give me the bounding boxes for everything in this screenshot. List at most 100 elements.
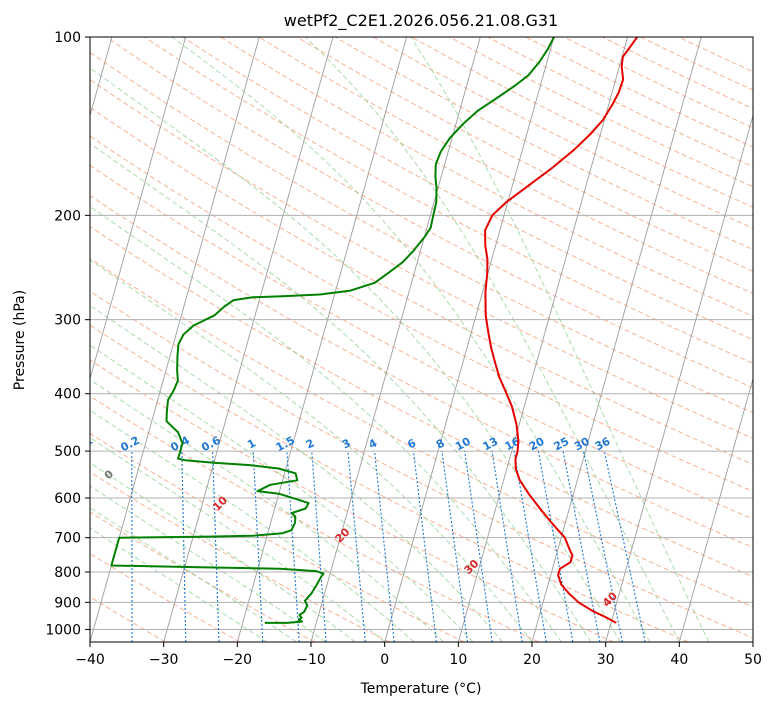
isotherm (605, 113, 753, 642)
moist-adiabat (410, 37, 710, 642)
moist-adiabat (171, 37, 651, 642)
dry-adiabat-label: -10 (0, 433, 14, 456)
dewpoint-line (110, 37, 555, 624)
moist-adiabat (90, 527, 268, 642)
dry-adiabat (334, 37, 753, 251)
sounding-traces (110, 37, 639, 624)
moist-adiabat (90, 67, 621, 642)
x-tick-label: 40 (670, 652, 688, 668)
moist-adiabat (90, 409, 415, 642)
dry-adiabat (90, 432, 465, 642)
isotherm (310, 37, 481, 642)
dry-adiabat-label: 20 (333, 525, 353, 545)
mixing-ratio-label: 30 (572, 435, 592, 454)
dry-adiabat (525, 37, 753, 148)
moist-adiabat (90, 437, 386, 642)
mixing-ratio-label: 13 (481, 435, 501, 454)
mixing-ratio-line (583, 450, 623, 642)
mixing-ratio-label: 36 (593, 435, 613, 454)
dry-adiabat (296, 37, 753, 272)
dry-adiabat (411, 37, 753, 208)
y-tick-label: 600 (54, 491, 81, 507)
moist-adiabat (90, 305, 503, 642)
dry-adiabat (90, 471, 390, 642)
mixing-ratio-line (82, 451, 85, 642)
mixing-ratio-label: 4 (366, 436, 379, 451)
isotherm (531, 37, 702, 642)
mixing-ratio-line (537, 451, 574, 642)
isotherm (384, 37, 555, 642)
moist-adiabat (90, 259, 533, 642)
dry-adiabat (640, 37, 753, 91)
mixing-ratio-line (562, 450, 601, 642)
y-tick-label: 200 (54, 208, 81, 224)
mixing-ratio-line (491, 451, 523, 642)
dry-adiabat (601, 37, 753, 110)
mixing-ratio-label: 1 (245, 436, 258, 451)
isotherm (678, 377, 753, 642)
y-tick-label: 100 (54, 30, 81, 46)
mixing-ratio-label: 6 (405, 436, 418, 451)
moist-adiabat (90, 462, 356, 642)
x-tick-label: 50 (744, 652, 762, 668)
dry-adiabat (449, 37, 753, 188)
isotherm (752, 640, 753, 642)
x-tick-label: −30 (149, 652, 179, 668)
y-tick-label: 900 (54, 595, 81, 611)
dry-adiabat (678, 37, 753, 73)
dry-adiabat (90, 395, 540, 642)
mixing-ratio-line (441, 451, 469, 642)
dry-adiabat (220, 37, 753, 317)
dry-adiabat (90, 511, 315, 642)
moist-adiabat (304, 37, 680, 642)
mixing-ratio-label: 2 (304, 436, 317, 451)
moist-adiabat (90, 205, 562, 642)
dry-adiabat (90, 225, 753, 578)
isotherm (163, 37, 334, 642)
plot-frame (89, 36, 754, 643)
dry-adiabat (258, 37, 753, 295)
y-axis-title: Pressure (hPa) (12, 290, 28, 390)
dry-adiabat-label: 10 (210, 494, 230, 514)
isotherm (236, 37, 408, 642)
x-axis: −40 −30 −20 −10 0 10 20 30 40 50 (75, 642, 762, 668)
mixing-ratio-label: 20 (527, 435, 547, 454)
mixing-ratio-line (464, 451, 493, 642)
dry-adiabat (90, 324, 689, 642)
x-tick-label: −20 (223, 652, 253, 668)
dry-adiabat (90, 106, 753, 466)
background-lines (82, 37, 753, 642)
moist-adiabat (90, 379, 444, 642)
dry-adiabat (144, 37, 753, 364)
isotherm (90, 37, 187, 381)
dry-adiabat (90, 164, 753, 520)
x-tick-label: 20 (523, 652, 541, 668)
dry-adiabat-label: 0 (102, 467, 117, 482)
mixing-ratio-line (603, 450, 646, 642)
moist-adiabat (90, 485, 326, 642)
y-tick-label: 300 (54, 313, 81, 329)
mixing-ratio-label: 3 (340, 436, 353, 451)
moist-adiabat (90, 507, 297, 642)
x-tick-label: −40 (75, 652, 105, 668)
dry-adiabat (105, 37, 753, 389)
isotherm (457, 37, 629, 642)
x-tick-label: 30 (597, 652, 615, 668)
dry-adiabat (487, 37, 753, 168)
y-tick-label: 400 (54, 387, 81, 403)
dry-adiabat (373, 37, 753, 229)
y-axis: 100 200 300 400 500 600 700 800 900 1000 (45, 30, 90, 638)
dry-adiabat-label: 40 (600, 589, 620, 609)
temperature-line (484, 37, 639, 624)
dry-adiabat (90, 51, 753, 414)
dry-adiabat (90, 257, 753, 608)
y-tick-label: 700 (54, 531, 81, 547)
dry-adiabat (90, 135, 753, 493)
x-tick-label: 0 (380, 652, 389, 668)
dry-adiabat (90, 359, 614, 642)
mixing-ratio-line (374, 451, 395, 642)
mixing-ratio-label: 0.1 (72, 434, 95, 455)
x-tick-label: 10 (449, 652, 467, 668)
y-tick-label: 1000 (45, 622, 81, 638)
